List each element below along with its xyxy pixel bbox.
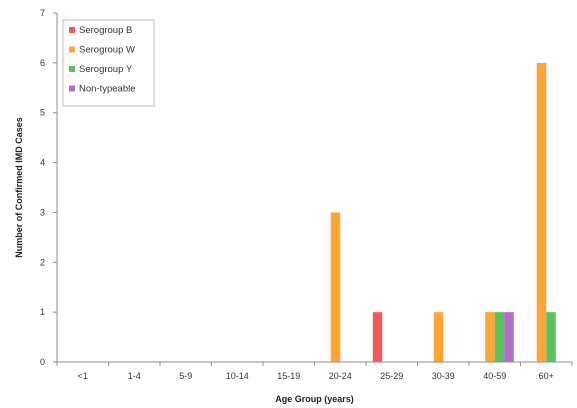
x-tick-label: <1	[78, 371, 88, 381]
y-tick-label: 3	[40, 207, 45, 217]
x-tick-label: 30-39	[432, 371, 455, 381]
x-tick-label: 5-9	[179, 371, 192, 381]
x-ticks-group: <1 1-4 5-9 10-14 15-19 20-24 25-29 30-39 40-59 60…	[56, 362, 573, 381]
x-tick-label: 25-29	[380, 371, 403, 381]
y-tick-label: 1	[40, 307, 45, 317]
bar	[433, 312, 444, 362]
legend-swatch	[69, 85, 75, 92]
y-tick-label: 7	[40, 8, 45, 18]
bar	[536, 62, 547, 362]
x-tick-label: 20-24	[329, 371, 352, 381]
y-axis-title: Number of Confirmed IMD Cases	[14, 117, 24, 258]
legend-label: Serogroup W	[79, 45, 135, 56]
bars-group	[330, 62, 556, 362]
bar	[330, 212, 341, 362]
y-ticks-group: 0 1 2 3 4 5 6 7	[40, 8, 57, 367]
y-tick-label: 6	[40, 58, 45, 68]
legend-label: Serogroup Y	[79, 64, 133, 75]
x-axis-title: Age Group (years)	[275, 394, 354, 404]
legend-label: Serogroup B	[79, 25, 132, 36]
x-tick-label: 1-4	[128, 371, 141, 381]
bar	[504, 312, 514, 362]
legend-label: Non-typeable	[79, 84, 136, 95]
bar	[372, 312, 383, 362]
bar	[494, 312, 505, 362]
legend-swatch	[69, 66, 75, 72]
legend-box	[62, 19, 155, 107]
x-tick-label: 60+	[539, 371, 554, 381]
y-tick-label: 2	[40, 257, 45, 267]
legend: Serogroup B Serogroup W Serogroup Y Non-typ…	[62, 19, 155, 107]
legend-swatch	[69, 46, 75, 53]
x-tick-label: 40-59	[483, 371, 506, 381]
y-tick-label: 0	[40, 357, 45, 367]
x-tick-label: 10-14	[226, 371, 249, 381]
legend-swatch	[69, 27, 75, 33]
bar	[546, 312, 556, 362]
x-tick-label: 15-19	[277, 371, 300, 381]
y-tick-label: 4	[40, 158, 45, 168]
y-tick-label: 5	[40, 108, 45, 118]
bar	[485, 312, 495, 362]
